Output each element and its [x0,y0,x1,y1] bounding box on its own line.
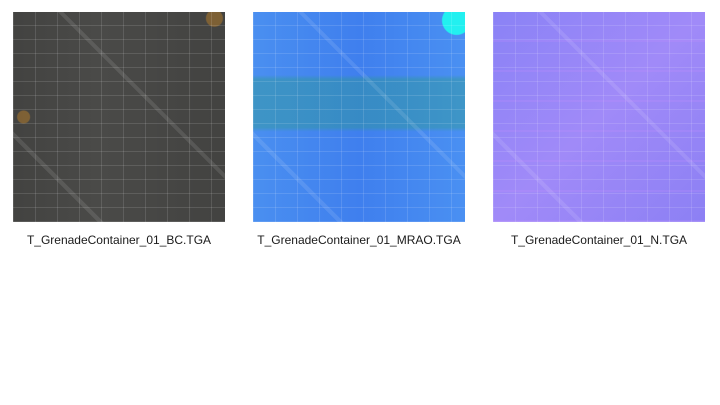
file-thumbnail[interactable] [493,12,705,222]
file-item-mrao[interactable]: T_GrenadeContainer_01_MRAO.TGA [253,12,465,247]
file-name[interactable]: T_GrenadeContainer_01_BC.TGA [26,233,212,247]
file-name[interactable]: T_GrenadeContainer_01_MRAO.TGA [257,233,461,247]
file-item-normal[interactable]: T_GrenadeContainer_01_N.TGA [493,12,705,247]
file-name[interactable]: T_GrenadeContainer_01_N.TGA [510,233,688,247]
file-thumbnail[interactable] [13,12,225,222]
file-item-bc[interactable]: T_GrenadeContainer_01_BC.TGA [13,12,225,247]
file-thumbnail[interactable] [253,12,465,222]
